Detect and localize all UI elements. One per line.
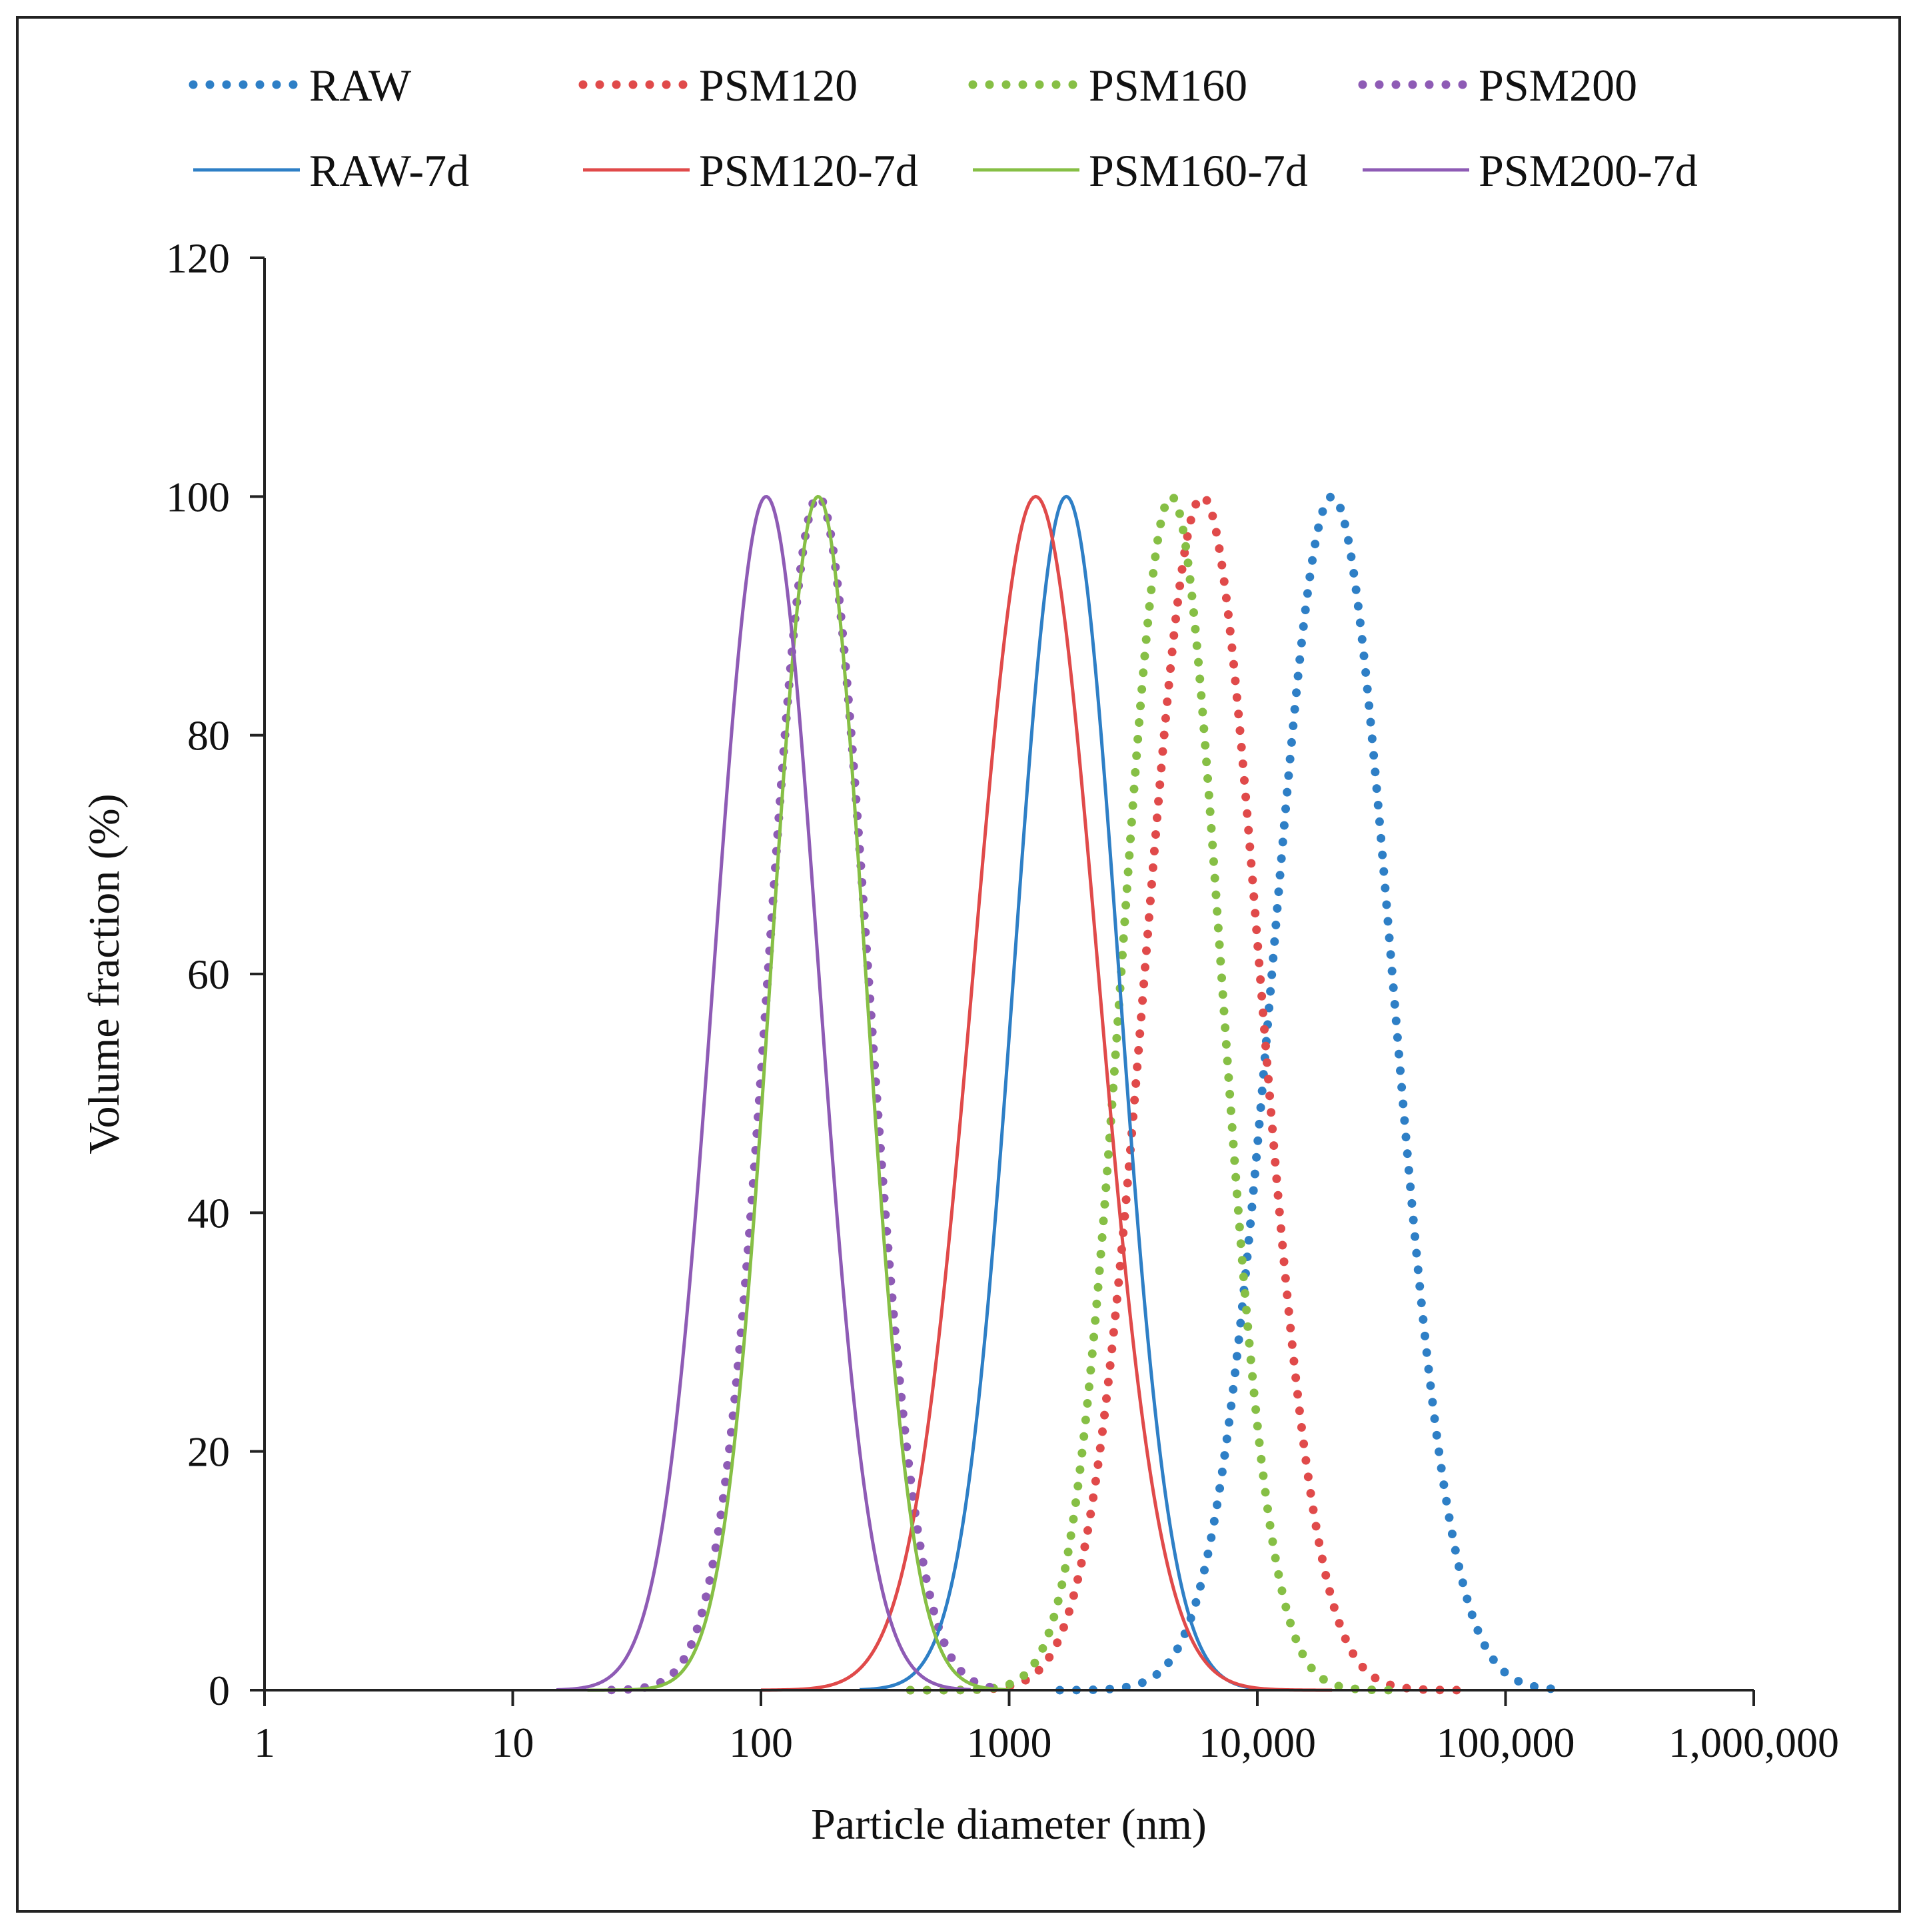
x-ticks: 1 10 100 1000 10,000 100,000 1,000,000 [254, 1690, 1839, 1766]
x-tick-label: 1 [254, 1719, 275, 1766]
y-tick-label: 20 [187, 1428, 230, 1476]
x-tick-label: 1000 [967, 1719, 1052, 1766]
y-axis-title: Volume fraction (%) [80, 793, 129, 1154]
y-tick-label: 0 [209, 1667, 230, 1714]
y-tick-label: 100 [166, 473, 230, 520]
x-tick-label: 1,000,000 [1668, 1719, 1839, 1766]
series-layer [556, 492, 1567, 1695]
y-ticks: 0 20 40 60 80 100 120 [166, 235, 265, 1714]
legend: RAW PSM120 PSM160 PSM200 RAW-7d PSM120-7d PSM1… [189, 60, 1698, 196]
y-tick-label: 40 [187, 1189, 230, 1236]
legend-label: PSM160 [1089, 60, 1247, 111]
series-line-psm160-7d [587, 494, 1009, 1692]
x-axis-title: Particle diameter (nm) [811, 1800, 1207, 1849]
legend-item-psm160: PSM160 [968, 60, 1247, 111]
series-line-psm120-7d [760, 494, 1333, 1692]
legend-label: RAW [309, 60, 412, 111]
legend-item-psm120-7d: PSM120-7d [583, 145, 918, 196]
series-line-psm120 [906, 492, 1472, 1695]
y-tick-label: 120 [166, 235, 230, 282]
legend-item-psm200: PSM200 [1358, 60, 1637, 111]
x-tick-label: 10 [492, 1719, 534, 1766]
legend-label: PSM120-7d [699, 145, 918, 196]
y-tick-label: 60 [187, 951, 230, 998]
legend-item-raw-7d: RAW-7d [193, 145, 469, 196]
x-tick-label: 10,000 [1199, 1719, 1316, 1766]
legend-label: RAW-7d [309, 145, 469, 196]
x-tick-label: 100,000 [1437, 1719, 1575, 1766]
legend-label: PSM120 [699, 60, 858, 111]
y-tick-label: 80 [187, 712, 230, 759]
series-line-raw-7d [860, 494, 1258, 1691]
x-tick-label: 100 [729, 1719, 793, 1766]
legend-label: PSM160-7d [1089, 145, 1308, 196]
legend-item-raw: RAW [189, 60, 412, 111]
legend-item-psm160-7d: PSM160-7d [973, 145, 1308, 196]
legend-label: PSM200 [1479, 60, 1637, 111]
legend-label: PSM200-7d [1479, 145, 1698, 196]
series-line-psm200-7d [556, 494, 971, 1691]
figure-frame [16, 16, 1901, 1913]
legend-item-psm200-7d: PSM200-7d [1363, 145, 1698, 196]
legend-item-psm120: PSM120 [578, 60, 858, 111]
series-line-raw [1055, 492, 1567, 1695]
